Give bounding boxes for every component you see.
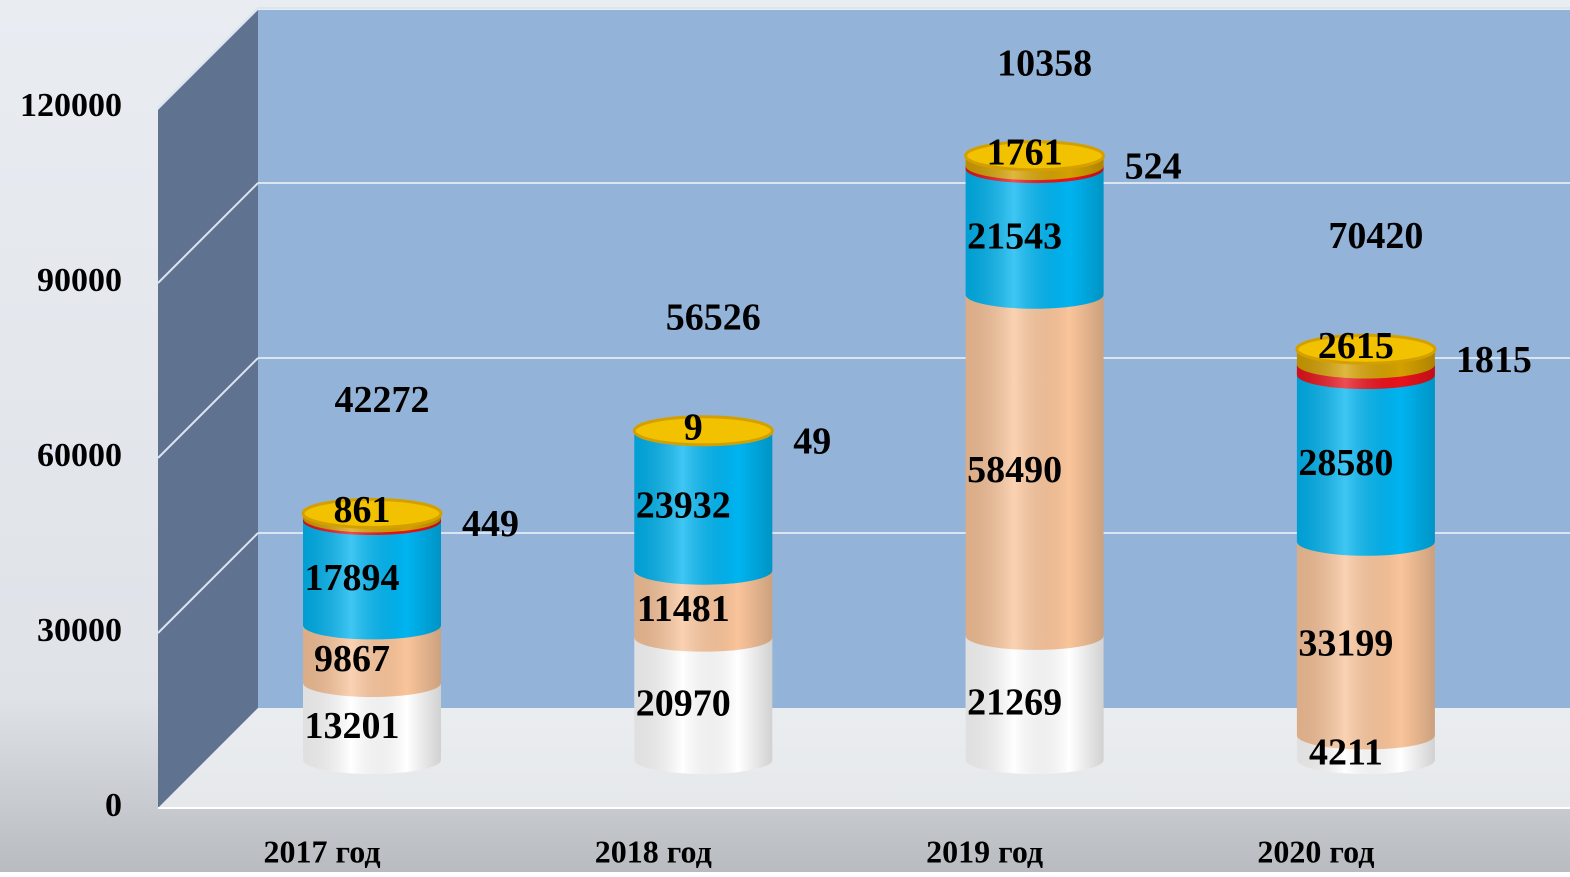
x-tick-label: 2018 год: [595, 833, 712, 869]
total-label: 10358: [997, 43, 1092, 85]
value-label: 21543: [967, 216, 1062, 258]
value-label: 1815: [1456, 339, 1532, 381]
value-label: 524: [1125, 145, 1182, 187]
value-label: 33199: [1298, 622, 1393, 664]
value-label: 11481: [637, 588, 730, 630]
value-label: 58490: [967, 449, 1062, 491]
value-label: 2615: [1318, 325, 1394, 367]
value-label: 17894: [305, 557, 400, 599]
x-tick-label: 2019 год: [926, 833, 1043, 869]
value-label: 449: [462, 503, 519, 545]
chart: 0 30000 60000 90000 120000 2017 год 13201 9867 1…: [0, 0, 1570, 872]
value-label: 9: [684, 406, 703, 448]
value-label: 20970: [636, 683, 731, 725]
cylinder-shade: [1297, 349, 1435, 774]
value-label: 21269: [967, 682, 1062, 724]
total-label: 56526: [666, 296, 761, 338]
value-label: 861: [334, 489, 391, 531]
value-label: 9867: [314, 638, 390, 680]
x-tick-label: 2020 год: [1257, 833, 1374, 869]
y-tick-label: 30000: [37, 612, 122, 649]
y-tick-label: 120000: [20, 87, 122, 124]
value-label: 4211: [1309, 731, 1383, 773]
y-tick-label: 90000: [37, 262, 122, 299]
value-label: 49: [793, 420, 831, 462]
cylinder-cap: [634, 417, 772, 445]
x-tick-label: 2017 год: [264, 833, 381, 869]
value-label: 13201: [305, 705, 400, 747]
y-tick-label: 60000: [37, 437, 122, 474]
total-label: 42272: [335, 379, 430, 421]
total-label: 70420: [1328, 215, 1423, 257]
y-tick-label: 0: [105, 787, 122, 824]
value-label: 28580: [1298, 442, 1393, 484]
value-label: 1761: [987, 131, 1063, 173]
value-label: 23932: [636, 485, 731, 527]
